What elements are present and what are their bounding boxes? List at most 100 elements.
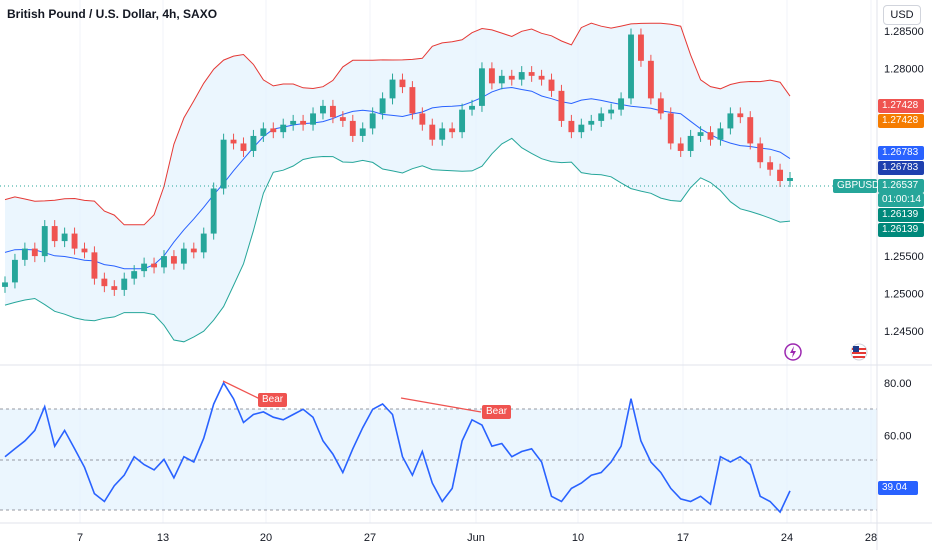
candle-body	[41, 226, 48, 257]
bear-label-1: Bear	[258, 393, 288, 407]
candle-body	[200, 233, 207, 253]
candle-body	[657, 98, 664, 114]
candle-body	[161, 256, 167, 268]
candle-body	[170, 256, 177, 264]
time-axis-ticks[interactable]: 7 13 20 27 Jun 10 17 24 28	[77, 532, 877, 544]
candle-body	[449, 128, 456, 133]
candle-body	[707, 132, 714, 140]
basis-label-1: 1.26783	[878, 146, 924, 160]
candle-body	[618, 98, 625, 110]
time-tick-label: 10	[572, 532, 584, 544]
rsi-axis-ticks[interactable]: 80.00 60.00	[884, 378, 912, 443]
upper-band-label-2: 1.27428	[878, 114, 924, 128]
candle-body	[320, 105, 326, 114]
rsi-polyline	[4, 381, 791, 514]
candle-body	[71, 233, 78, 249]
lower-band-label-2: 1.26139	[878, 223, 924, 237]
candle-body	[578, 124, 585, 133]
candle-body	[280, 124, 287, 133]
candle-body	[101, 278, 108, 287]
candle-body	[568, 120, 575, 133]
candle-body	[429, 124, 436, 140]
candle-body	[717, 128, 724, 140]
candle-body	[21, 248, 28, 260]
bear-divergence-line-1	[222, 380, 261, 400]
candle-body	[439, 128, 446, 140]
candle-body	[151, 263, 157, 268]
candle-body	[697, 132, 704, 136]
candle-body	[81, 248, 88, 253]
candle-body	[240, 143, 247, 151]
candle-body	[777, 169, 784, 181]
candle-body	[787, 177, 793, 181]
candle-body	[677, 143, 684, 151]
candle-body	[111, 286, 118, 290]
candle-body	[220, 139, 227, 189]
price-tick-label: 1.25000	[884, 289, 924, 301]
candle-body	[399, 79, 406, 88]
candle-body	[647, 60, 654, 99]
rsi-tick-label: 80.00	[884, 378, 912, 390]
time-tick-label: 27	[364, 532, 376, 544]
upper-band-line	[4, 22, 791, 226]
candle-body	[419, 113, 426, 125]
candle-body	[131, 271, 138, 279]
time-tick-label: 13	[157, 532, 169, 544]
lower-band-label-1: 1.26139	[878, 208, 924, 222]
candle-body	[548, 79, 555, 91]
candle-body	[11, 259, 18, 283]
candles	[2, 28, 793, 296]
candle-body	[369, 113, 376, 129]
candle-body	[628, 34, 634, 99]
candle-body	[260, 128, 267, 136]
candle-body	[329, 105, 336, 118]
time-tick-label: Jun	[467, 532, 485, 544]
bear-label-2: Bear	[482, 405, 512, 419]
candle-body	[230, 139, 237, 144]
candle-body	[91, 252, 98, 279]
candle-body	[339, 117, 346, 121]
candle-body	[31, 248, 38, 257]
candle-body	[210, 188, 217, 234]
candle-body	[518, 72, 525, 80]
candle-body	[349, 120, 356, 136]
chart-title: British Pound / U.S. Dollar, 4h, SAXO	[7, 7, 218, 21]
candle-body	[2, 282, 8, 287]
candle-body	[290, 120, 297, 125]
candle-body	[508, 75, 515, 80]
candle-body	[459, 109, 466, 133]
time-tick-label: 17	[677, 532, 689, 544]
basis-label-2: 1.26783	[878, 161, 924, 175]
candle-body	[598, 113, 605, 121]
candle-body	[469, 105, 475, 110]
price-tick-label: 1.25500	[884, 251, 924, 263]
candle-body	[190, 248, 197, 253]
rsi-line	[4, 381, 791, 514]
candle-body	[498, 75, 505, 84]
currency-selector-button[interactable]: USD	[883, 5, 921, 25]
lightning-icon[interactable]	[784, 343, 802, 361]
us-flag-icon[interactable]	[850, 343, 868, 361]
bollinger-bands	[4, 22, 791, 343]
symbol-label: GBPUSD	[833, 179, 879, 193]
candle-body	[667, 113, 674, 144]
candle-body	[737, 113, 744, 118]
candle-body	[359, 128, 366, 136]
candle-body	[310, 113, 316, 125]
candle-body	[727, 113, 734, 129]
candle-body	[608, 109, 615, 114]
time-tick-label: 24	[781, 532, 793, 544]
time-tick-label: 20	[260, 532, 272, 544]
candle-body	[638, 34, 644, 61]
time-tick-label: 7	[77, 532, 83, 544]
candle-body	[757, 143, 764, 163]
countdown-label: 01:00:14	[878, 193, 924, 207]
price-tick-label: 1.24500	[884, 326, 924, 338]
candle-body	[588, 120, 595, 125]
bear-divergence-line-2	[400, 397, 482, 413]
candle-body	[409, 87, 416, 114]
candle-body	[51, 226, 58, 242]
candle-body	[389, 79, 396, 99]
candle-body	[379, 98, 386, 114]
